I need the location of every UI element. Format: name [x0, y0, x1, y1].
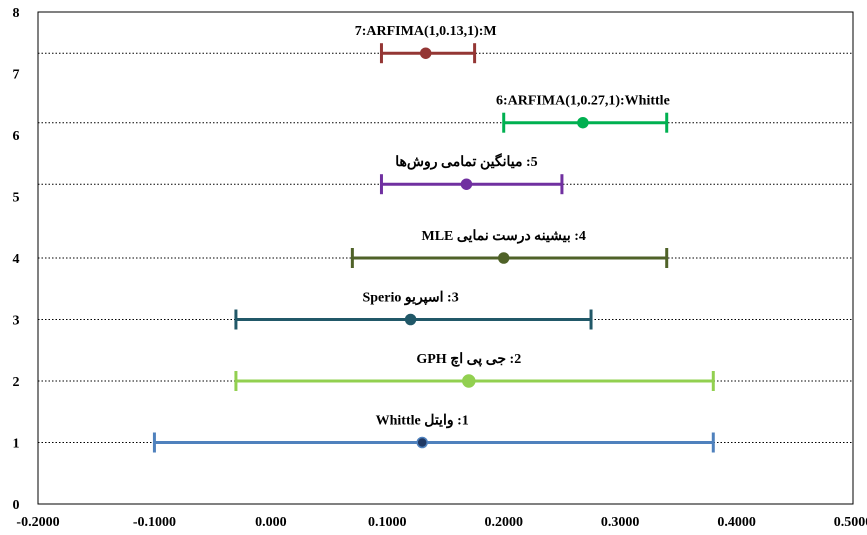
- data-label: 5: میانگین تمامی روش‌ها: [395, 153, 537, 170]
- y-tick-label: 3: [13, 314, 20, 329]
- y-tick-label: 2: [13, 375, 20, 390]
- y-tick-label: 8: [13, 6, 20, 21]
- estimate-point: [404, 313, 417, 326]
- x-tick-label: 0.1000: [368, 515, 407, 530]
- x-tick-label: 0.3000: [601, 515, 640, 530]
- estimate-point: [416, 436, 428, 449]
- interval-series-6: 6:ARFIMA(1,0.27,1):Whittle: [496, 94, 670, 133]
- y-tick-label: 0: [13, 498, 20, 513]
- estimate-point: [419, 47, 432, 59]
- data-label: 4: بیشینه درست نمایی MLE: [422, 229, 586, 244]
- x-tick-label: 0.2000: [484, 515, 523, 530]
- series-group: 1: وایتل Whittle 2: جی پی اچ GPH 3: اسپریو…: [152, 24, 715, 453]
- estimate-point: [577, 116, 589, 129]
- x-tick-label: -0.2000: [16, 515, 59, 530]
- x-tick-label: -0.1000: [133, 515, 176, 530]
- x-tick-label: 0.000: [255, 515, 287, 530]
- interval-series-1: 1: وایتل Whittle: [152, 414, 715, 453]
- y-tick-label: 4: [13, 252, 20, 267]
- y-tick-label: 5: [13, 191, 20, 206]
- data-label: 3: اسپریو Sperio: [362, 291, 458, 306]
- data-label: 7:ARFIMA(1,0.13,1):M: [355, 24, 497, 39]
- y-axis-ticks: 0 1 2 3 4 5 6 7 8: [13, 6, 20, 513]
- data-label: 6:ARFIMA(1,0.27,1):Whittle: [496, 94, 670, 109]
- interval-series-3: 3: اسپریو Sperio: [234, 291, 593, 330]
- estimate-point: [462, 374, 476, 388]
- x-axis-ticks: -0.2000 -0.1000 0.000 0.1000 0.2000 0.3000 0.4…: [16, 515, 867, 530]
- estimate-point: [460, 178, 473, 190]
- interval-series-2: 2: جی پی اچ GPH: [234, 352, 715, 391]
- y-tick-label: 1: [13, 437, 20, 452]
- interval-series-4: 4: بیشینه درست نمایی MLE: [350, 229, 669, 268]
- data-label: 2: جی پی اچ GPH: [416, 352, 521, 367]
- estimate-point: [497, 252, 510, 264]
- y-tick-label: 6: [13, 129, 20, 144]
- interval-series-5: 5: میانگین تمامی روش‌ها: [379, 153, 564, 195]
- x-tick-label: 0.4000: [717, 515, 756, 530]
- x-tick-label: 0.5000: [834, 515, 867, 530]
- y-tick-label: 7: [13, 68, 20, 83]
- data-label: 1: وایتل Whittle: [376, 414, 469, 429]
- interval-series-7: 7:ARFIMA(1,0.13,1):M: [355, 24, 497, 64]
